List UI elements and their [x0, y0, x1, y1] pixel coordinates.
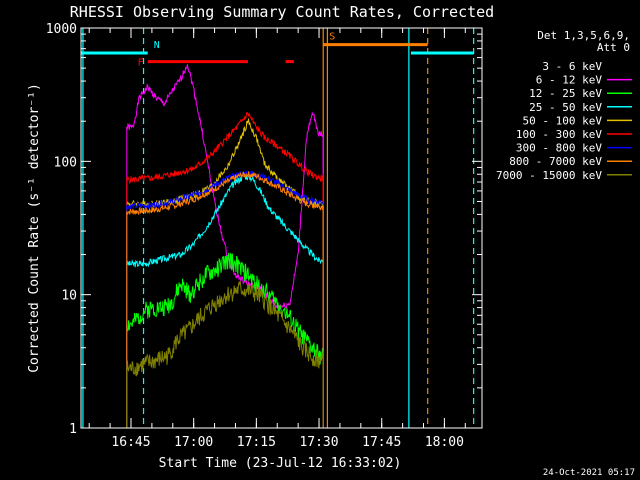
x-axis-label: Start Time (23-Jul-12 16:33:02) — [159, 456, 402, 471]
series-100-300-kev — [126, 112, 324, 429]
legend-label-6-12-kev: 6 - 12 keV — [536, 74, 603, 87]
legend-label-800-7000-kev: 800 - 7000 keV — [509, 155, 602, 168]
render-timestamp: 24-Oct-2021 05:17 — [543, 468, 635, 478]
state-label-f: F — [138, 58, 144, 69]
y-tick-label: 100 — [54, 155, 77, 170]
legend-label-12-25-kev: 12 - 25 keV — [529, 87, 602, 100]
series-7000-15000-kev — [126, 280, 324, 429]
y-axis-label: Corrected Count Rate (s⁻¹ detector⁻¹) — [27, 83, 42, 373]
y-tick-label: 10 — [61, 289, 77, 304]
plot-frame — [80, 27, 483, 429]
series-300-800-kev — [126, 169, 324, 429]
series-layer — [126, 64, 324, 429]
state-label-s: S — [329, 32, 335, 43]
chart-title: RHESSI Observing Summary Count Rates, Co… — [70, 3, 494, 21]
legend-label-3-6-kev: 3 - 6 keV — [542, 60, 602, 73]
x-tick-label: 18:00 — [425, 435, 464, 450]
series-6-12-kev — [126, 64, 324, 429]
series-800-7000-kev — [126, 171, 324, 429]
state-bars: NF S — [81, 32, 474, 69]
x-tick-label: 17:00 — [174, 435, 213, 450]
legend-label-50-100-kev: 50 - 100 keV — [523, 114, 603, 127]
series-12-25-kev — [126, 252, 324, 429]
y-tick-label: 1 — [69, 422, 77, 437]
legend-label-100-300-kev: 100 - 300 keV — [516, 128, 602, 141]
legend-label-7000-15000-kev: 7000 - 15000 keV — [496, 169, 602, 182]
x-tick-label: 16:45 — [111, 435, 150, 450]
legend-header-line-1: Det 1,3,5,6,9, — [537, 29, 630, 42]
x-tick-label: 17:15 — [237, 435, 276, 450]
y-tick-label: 1000 — [46, 22, 77, 37]
x-tick-label: 17:30 — [299, 435, 338, 450]
plot-axes: 1 10 100 1000 16:45 17:00 17:15 17:30 17:45 18:00 — [46, 22, 483, 450]
legend-label-25-50-kev: 25 - 50 keV — [529, 101, 602, 114]
legend-header-line-2: Att 0 — [597, 41, 630, 54]
legend-label-300-800-kev: 300 - 800 keV — [516, 142, 602, 155]
series-3-6-kev — [126, 133, 324, 429]
state-label-n: N — [154, 40, 160, 51]
x-tick-label: 17:45 — [362, 435, 401, 450]
series-25-50-kev — [126, 173, 324, 429]
